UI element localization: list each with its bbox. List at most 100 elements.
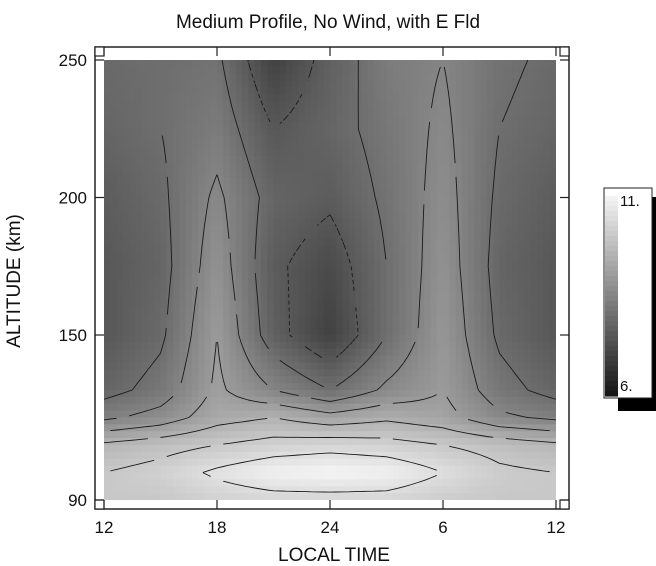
heatmap-cell — [461, 314, 469, 322]
heatmap-cell — [499, 493, 507, 500]
heatmap-cell — [204, 115, 212, 123]
heatmap-cell — [549, 451, 556, 460]
heatmap-cell — [342, 108, 350, 116]
heatmap-cell — [499, 376, 507, 384]
heatmap-cell — [342, 211, 350, 219]
heatmap-cell — [342, 286, 350, 295]
heatmap-cell — [154, 335, 162, 343]
heatmap-cell — [210, 396, 218, 405]
heatmap-cell — [273, 149, 281, 157]
heatmap-cell — [537, 94, 545, 102]
heatmap-cell — [323, 149, 331, 157]
heatmap-cell — [248, 197, 256, 205]
heatmap-cell — [518, 218, 526, 226]
heatmap-cell — [292, 300, 300, 309]
heatmap-cell — [524, 417, 532, 425]
heatmap-cell — [486, 149, 494, 157]
heatmap-cell — [537, 486, 545, 494]
heatmap-cell — [204, 293, 212, 302]
heatmap-cell — [530, 211, 538, 219]
heatmap-cell — [524, 280, 532, 288]
heatmap-cell — [110, 135, 118, 144]
heatmap-cell — [254, 493, 262, 500]
heatmap-cell — [537, 307, 545, 315]
heatmap-cell — [436, 80, 444, 89]
heatmap-cell — [129, 128, 136, 137]
heatmap-cell — [342, 445, 350, 453]
heatmap-cell — [135, 438, 143, 446]
heatmap-cell — [443, 94, 450, 102]
heatmap-cell — [198, 190, 206, 199]
heatmap-cell — [512, 335, 519, 343]
heatmap-cell — [154, 170, 162, 178]
heatmap-cell — [160, 94, 168, 102]
heatmap-cell — [493, 479, 501, 487]
heatmap-cell — [480, 396, 488, 405]
heatmap-cell — [361, 80, 369, 89]
heatmap-cell — [537, 280, 545, 288]
heatmap-cell — [286, 238, 293, 247]
heatmap-cell — [424, 60, 432, 68]
heatmap-cell — [455, 190, 463, 199]
heatmap-cell — [499, 108, 507, 116]
heatmap-cell — [173, 362, 180, 370]
heatmap-cell — [430, 142, 438, 150]
heatmap-cell — [273, 156, 281, 164]
heatmap-cell — [267, 369, 275, 377]
heatmap-cell — [330, 225, 337, 233]
heatmap-cell — [279, 94, 287, 102]
heatmap-cell — [348, 87, 356, 95]
heatmap-cell — [129, 273, 136, 281]
heatmap-cell — [474, 190, 482, 199]
heatmap-cell — [160, 438, 168, 446]
heatmap-cell — [286, 376, 293, 384]
heatmap-cell — [267, 266, 275, 274]
heatmap-cell — [229, 156, 237, 164]
heatmap-cell — [323, 314, 331, 322]
heatmap-cell — [254, 486, 262, 494]
heatmap-cell — [317, 273, 325, 281]
heatmap-cell — [229, 431, 237, 439]
heatmap-cell — [323, 245, 331, 254]
heatmap-cell — [304, 121, 312, 130]
heatmap-cell — [355, 300, 362, 309]
heatmap-cell — [311, 376, 319, 384]
heatmap-cell — [147, 128, 155, 137]
heatmap-cell — [486, 341, 494, 350]
heatmap-cell — [417, 472, 425, 480]
heatmap-cell — [449, 328, 457, 336]
heatmap-cell — [160, 183, 168, 192]
heatmap-cell — [122, 115, 130, 123]
heatmap-cell — [223, 115, 231, 123]
heatmap-cell — [267, 142, 275, 150]
heatmap-cell — [530, 307, 538, 315]
heatmap-cell — [173, 218, 180, 226]
heatmap-cell — [436, 273, 444, 281]
heatmap-cell — [424, 321, 432, 329]
heatmap-cell — [392, 307, 400, 315]
heatmap-cell — [210, 438, 218, 446]
heatmap-cell — [493, 410, 501, 419]
heatmap-cell — [386, 259, 394, 267]
heatmap-cell — [235, 300, 243, 309]
heatmap-cell — [286, 273, 293, 281]
heatmap-cell — [191, 479, 199, 487]
heatmap-cell — [273, 369, 281, 377]
heatmap-cell — [512, 87, 519, 95]
heatmap-cell — [260, 280, 268, 288]
heatmap-cell — [154, 390, 162, 398]
heatmap-cell — [267, 87, 275, 95]
heatmap-cell — [323, 458, 331, 467]
heatmap-cell — [367, 211, 375, 219]
heatmap-cell — [198, 458, 206, 467]
heatmap-cell — [279, 390, 287, 398]
heatmap-cell — [543, 300, 551, 309]
heatmap-cell — [405, 335, 413, 343]
heatmap-cell — [549, 60, 556, 68]
heatmap-cell — [135, 211, 143, 219]
heatmap-cell — [443, 410, 450, 419]
heatmap-cell — [298, 149, 306, 157]
heatmap-cell — [267, 115, 275, 123]
heatmap-cell — [537, 108, 545, 116]
heatmap-cell — [524, 135, 532, 144]
